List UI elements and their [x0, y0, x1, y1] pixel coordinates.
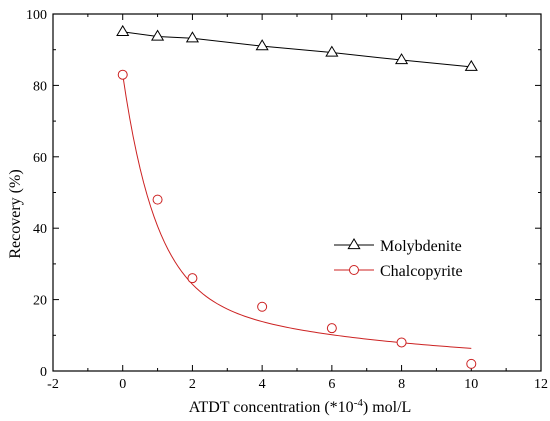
x-tick-label: 2: [189, 377, 196, 392]
data-point: [255, 39, 269, 51]
y-tick-label: 20: [33, 294, 47, 309]
data-point: [257, 301, 268, 312]
data-point: [466, 358, 477, 369]
series-molybdenite: [116, 24, 478, 71]
x-axis-title-unit: ) mol/L: [363, 399, 411, 416]
legend: Molybdenite Chalcopyrite: [334, 238, 463, 280]
x-tick-label: 8: [398, 377, 405, 392]
data-point: [464, 59, 478, 71]
x-axis-title-exponent: -4: [354, 397, 364, 409]
legend-label: Molybdenite: [380, 238, 462, 255]
data-point: [394, 53, 409, 65]
data-point: [326, 323, 337, 334]
legend-marker: [347, 238, 361, 250]
series-line: [122, 74, 472, 349]
series-chalcopyrite: [117, 69, 477, 369]
data-point: [116, 24, 130, 36]
series-line: [122, 31, 472, 68]
legend-label: Chalcopyrite: [380, 263, 463, 280]
series-layer: [116, 24, 478, 369]
y-tick-label: 80: [33, 79, 47, 94]
x-tick-label: 12: [534, 377, 548, 392]
data-point: [396, 337, 407, 348]
x-tick-label: -2: [47, 377, 59, 392]
data-point: [150, 29, 165, 41]
y-tick-label: 100: [26, 8, 47, 23]
data-point: [325, 45, 339, 57]
x-tick-label: 0: [119, 377, 126, 392]
y-tick-label: 60: [33, 151, 47, 166]
data-point: [185, 31, 200, 43]
data-point: [152, 194, 163, 205]
x-axis-title: ATDT concentration (*10-4) mol/L: [189, 397, 412, 416]
legend-marker: [349, 265, 359, 275]
x-tick-label: 4: [259, 377, 266, 392]
x-axis-title-main: ATDT concentration (*10: [189, 399, 354, 416]
x-tick-label: 6: [328, 377, 335, 392]
data-point: [117, 69, 128, 80]
data-point: [187, 273, 198, 284]
x-tick-label: 10: [464, 377, 478, 392]
y-tick-label: 40: [33, 222, 47, 237]
y-tick-label: 0: [40, 365, 47, 380]
y-axis-title: Recovery (%): [7, 169, 24, 258]
